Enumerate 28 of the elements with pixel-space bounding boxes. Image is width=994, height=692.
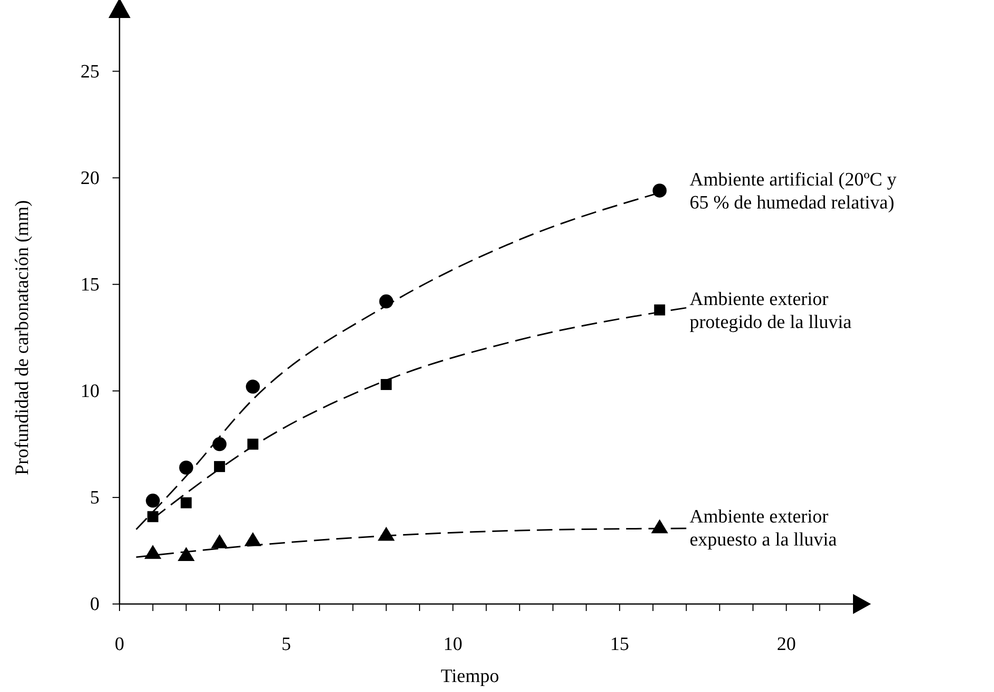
point xyxy=(212,437,227,452)
point xyxy=(214,461,226,472)
y-tick-label: 25 xyxy=(80,61,100,82)
y-axis-title: Profundidad de carbonatación (mm) xyxy=(12,200,33,476)
x-tick-label: 5 xyxy=(281,634,291,655)
series-label: Ambiente exterior protegido de la lluvia xyxy=(690,288,852,333)
point xyxy=(178,546,195,561)
point xyxy=(652,184,667,198)
series-label: Ambiente exterior expuesto a la lluvia xyxy=(690,506,838,550)
y-tick-label: 15 xyxy=(80,274,100,296)
point xyxy=(211,534,228,548)
point xyxy=(179,460,194,475)
y-tick-label: 10 xyxy=(80,380,100,402)
x-axis-title: Tiempo xyxy=(440,666,500,687)
point xyxy=(651,519,668,534)
point xyxy=(180,497,192,508)
y-tick-label: 5 xyxy=(90,487,100,508)
point xyxy=(144,544,162,559)
x-tick-label: 20 xyxy=(776,634,796,655)
point xyxy=(246,380,260,394)
x-tick-label: 10 xyxy=(443,634,462,655)
x-tick-label: 15 xyxy=(610,634,630,655)
series-label: Ambiente artificial (20ºC y 65 % de humedad relativa) xyxy=(690,170,898,214)
y-tick-label: 0 xyxy=(90,594,100,615)
point xyxy=(146,494,160,508)
point xyxy=(380,379,392,390)
x-tick-label: 0 xyxy=(114,634,124,655)
y-tick-label: 20 xyxy=(80,168,100,189)
